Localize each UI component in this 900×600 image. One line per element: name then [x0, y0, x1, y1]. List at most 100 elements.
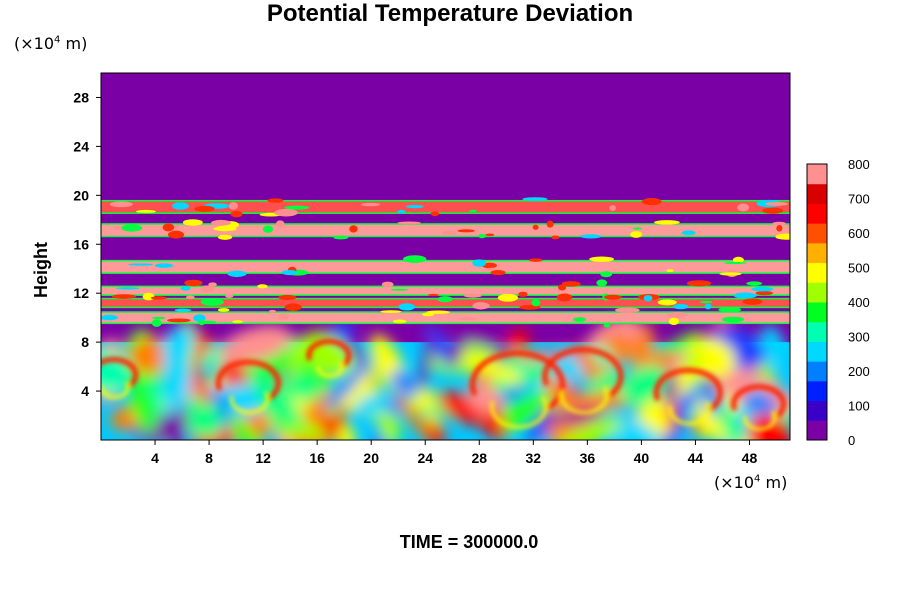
band-noise-blob [472, 302, 490, 310]
band-noise-blob [600, 271, 613, 278]
band-noise-blob [528, 258, 543, 262]
y-axis-label: Height [31, 242, 51, 298]
band-noise-blob [668, 317, 680, 326]
band-noise-blob [284, 205, 310, 210]
swirl-red [306, 338, 352, 369]
band-noise-blob [441, 230, 457, 235]
band-noise-blob [485, 233, 495, 237]
band-noise-blob [733, 292, 757, 299]
band-noise-blob [274, 208, 298, 217]
band-noise-blob [262, 225, 274, 233]
colorbar-tick-label: 700 [848, 192, 870, 207]
band-noise-blob [437, 296, 453, 303]
band-noise-blob [732, 256, 744, 264]
band-noise-blob [360, 202, 381, 207]
band-noise-blob [589, 256, 615, 262]
colorbar-swatch [807, 164, 827, 185]
band-noise-blob [596, 279, 608, 287]
band-noise-blob [154, 263, 174, 268]
band-noise-blob [518, 291, 528, 297]
band-1 [101, 299, 790, 307]
turbulent-blob [460, 354, 528, 385]
band-noise-blob [405, 204, 424, 209]
colorbar-tick-label: 200 [848, 364, 870, 379]
colorbar-swatch [807, 242, 827, 264]
band-noise-blob [167, 230, 185, 239]
band-noise-blob [150, 296, 168, 300]
x-unit-exponent: 4 [754, 473, 761, 485]
swirl-yellow [490, 396, 548, 429]
band-noise-blob [722, 316, 745, 323]
time-label: TIME = 300000.0 [399, 532, 539, 552]
colorbar-tick-label: 300 [848, 330, 870, 345]
x-tick-label: 48 [742, 450, 758, 466]
band-noise-blob [397, 209, 406, 214]
plot-frame [100, 72, 791, 441]
turbulent-blob [390, 369, 418, 396]
turbulent-blob [558, 417, 624, 440]
y-tick-label: 24 [73, 138, 89, 154]
colorbar-swatch [807, 420, 827, 441]
band-noise-blob [497, 293, 519, 302]
turbulent-blob [129, 337, 170, 374]
band-noise-blob [333, 235, 349, 240]
turbulent-blob [418, 333, 435, 393]
band-noise-blob [657, 299, 677, 306]
turbulent-blob [324, 358, 371, 409]
band-noise-blob [615, 307, 640, 313]
x-tick-label: 16 [309, 450, 325, 466]
band-noise-blob [764, 201, 789, 206]
turbulent-blob [355, 395, 390, 415]
colorbar-tick-label: 0 [848, 433, 855, 448]
band-noise-blob [135, 209, 156, 213]
swirl-yellow [743, 411, 777, 431]
y-unit-suffix: m) [60, 34, 88, 53]
swirl-yellow [668, 401, 711, 426]
band-noise-blob [109, 201, 133, 208]
turbulent-blob [129, 377, 157, 433]
swirl-yellow [230, 391, 270, 414]
turbulent-blob [747, 412, 790, 440]
x-unit-suffix: m) [760, 473, 788, 492]
y-unit-exponent: 4 [54, 34, 61, 46]
band-noise-blob [217, 308, 230, 312]
band-noise-blob [746, 281, 763, 286]
turbulent-blob [337, 423, 356, 440]
band-noise-blob [230, 210, 243, 218]
band-noise-blob [561, 281, 581, 287]
band-noise-blob [398, 303, 416, 311]
x-unit-prefix: (×10 [714, 473, 755, 492]
turbulent-blob [219, 325, 292, 364]
x-tick-label: 32 [526, 450, 542, 466]
x-tick-label: 36 [580, 450, 596, 466]
band-noise-blob [115, 287, 140, 290]
band-noise-blob [162, 223, 175, 232]
band-noise-blob [700, 300, 713, 304]
colorbar-swatch [807, 341, 827, 362]
band-noise [101, 197, 790, 328]
turbulent-blob [394, 391, 429, 439]
band-noise-blob [532, 224, 539, 230]
band-noise-blob [184, 279, 203, 287]
band-3 [101, 261, 790, 273]
band-noise-blob [666, 269, 674, 272]
band-noise-blob [217, 234, 233, 240]
band-5 [101, 201, 790, 213]
band-noise-blob [681, 230, 696, 236]
band-noise-blob [200, 298, 224, 306]
colorbar-tick-label: 400 [848, 295, 870, 310]
band-noise-blob [673, 303, 689, 310]
band-noise-blob [458, 317, 478, 321]
band-noise-blob [472, 259, 487, 267]
band-noise-blob [762, 207, 784, 214]
band-noise-blob [718, 307, 742, 313]
turbulent-blob [742, 392, 778, 415]
colorbar-tick-label: 800 [848, 157, 870, 172]
x-tick-label: 28 [471, 450, 487, 466]
band-noise-blob [267, 198, 284, 203]
y-tick-label: 28 [73, 89, 89, 105]
band-noise-blob [390, 288, 409, 291]
band-noise-blob [397, 221, 422, 225]
band-noise-blob [723, 262, 747, 265]
